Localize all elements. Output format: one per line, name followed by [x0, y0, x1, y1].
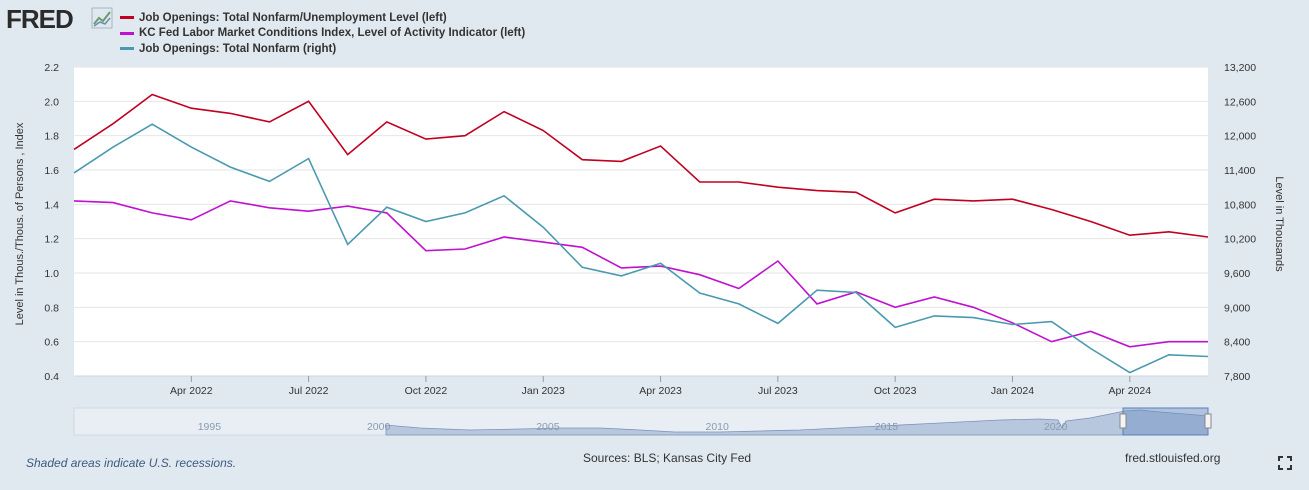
navigator-tick-label: 2005 — [536, 421, 560, 433]
legend-label: Job Openings: Total Nonfarm (right) — [139, 42, 337, 55]
legend-item-2[interactable]: Job Openings: Total Nonfarm (right) — [120, 41, 525, 57]
fred-logo-text: FRED — [6, 4, 73, 34]
right-tick-label: 12,600 — [1224, 96, 1256, 108]
right-tick-label: 10,800 — [1224, 199, 1256, 211]
x-tick-label: Jul 2022 — [289, 385, 329, 397]
x-tick-label: Oct 2022 — [405, 385, 448, 397]
sources: Sources: BLS; Kansas City Fed — [583, 451, 752, 465]
right-tick-label: 9,600 — [1224, 268, 1250, 280]
right-axis-title: Level in Thousands — [1273, 176, 1285, 272]
navigator-right-handle[interactable] — [1204, 413, 1212, 429]
left-tick-label: 1.8 — [44, 131, 59, 143]
legend-swatch — [120, 31, 134, 35]
site-link[interactable]: fred.stlouisfed.org — [1125, 451, 1221, 465]
x-tick-label: Apr 2024 — [1108, 385, 1151, 397]
legend-label: KC Fed Labor Market Conditions Index, Le… — [139, 27, 526, 40]
legend-item-1[interactable]: KC Fed Labor Market Conditions Index, Le… — [120, 26, 525, 42]
navigator-tick-label: 2010 — [705, 421, 729, 433]
range-navigator[interactable]: 1995 2000 2005 2010 2015 2020 — [73, 407, 1212, 436]
x-tick-label: Oct 2023 — [874, 385, 917, 397]
left-tick-label: 1.4 — [44, 199, 59, 211]
fred-logo[interactable]: FRED — [6, 4, 116, 34]
left-tick-label: 2.2 — [44, 62, 59, 74]
right-tick-label: 13,200 — [1224, 62, 1256, 74]
series-line-2[interactable] — [73, 123, 1209, 374]
navigator-tick-label: 2020 — [1044, 421, 1068, 433]
legend-swatch — [120, 16, 134, 20]
legend-label: Job Openings: Total Nonfarm/Unemployment… — [139, 11, 447, 24]
right-tick-label: 7,800 — [1224, 371, 1250, 383]
legend: Job Openings: Total Nonfarm/Unemployment… — [120, 10, 525, 57]
navigator-ticks: 1995 2000 2005 2010 2015 2020 — [198, 421, 1068, 433]
navigator-left-handle[interactable] — [1119, 413, 1127, 429]
navigator-tick-label: 2015 — [875, 421, 899, 433]
series-lines — [73, 93, 1209, 374]
left-tick-label: 1.6 — [44, 165, 59, 177]
x-tick-label: Apr 2022 — [170, 385, 213, 397]
x-axis-ticks: Apr 2022 Jul 2022 Oct 2022 Jan 2023 Apr 2023… — [170, 376, 1151, 397]
left-axis-ticks: 0.4 0.6 0.8 1.0 1.2 1.4 1.6 1.8 2.0 2.2 — [44, 62, 59, 383]
x-tick-label: Jan 2024 — [991, 385, 1034, 397]
right-tick-label: 11,400 — [1224, 165, 1255, 177]
left-tick-label: 1.2 — [44, 234, 59, 246]
left-tick-label: 0.8 — [44, 302, 59, 314]
legend-item-0[interactable]: Job Openings: Total Nonfarm/Unemployment… — [120, 10, 525, 26]
left-tick-label: 2.0 — [44, 96, 59, 108]
series-line-0[interactable] — [73, 93, 1209, 238]
left-tick-label: 0.4 — [44, 371, 59, 383]
right-tick-label: 12,000 — [1224, 131, 1256, 143]
x-tick-label: Jul 2023 — [758, 385, 798, 397]
right-tick-label: 10,200 — [1224, 234, 1256, 246]
left-tick-label: 1.0 — [44, 268, 59, 280]
series-line-1[interactable] — [73, 200, 1208, 348]
navigator-area — [385, 409, 1209, 436]
x-tick-label: Apr 2023 — [639, 385, 682, 397]
right-tick-label: 9,000 — [1224, 302, 1250, 314]
navigator-tick-label: 2000 — [367, 421, 391, 433]
right-axis-ticks: 7,800 8,400 9,000 9,600 10,200 10,800 11,400 12… — [1224, 62, 1256, 383]
navigator-tick-label: 1995 — [198, 421, 222, 433]
fred-logo-chart-icon — [91, 7, 113, 29]
recession-note: Shaded areas indicate U.S. recessions. — [26, 456, 237, 470]
left-axis-title: Level in Thous./Thous. of Persons , Inde… — [14, 122, 26, 325]
fullscreen-icon[interactable] — [1278, 456, 1292, 470]
left-tick-label: 0.6 — [44, 337, 59, 349]
navigator-selection[interactable] — [1122, 407, 1209, 436]
right-tick-label: 8,400 — [1224, 337, 1250, 349]
legend-swatch — [120, 47, 134, 51]
x-tick-label: Jan 2023 — [522, 385, 565, 397]
gridlines — [74, 66, 1208, 377]
plot-background — [74, 67, 1208, 376]
